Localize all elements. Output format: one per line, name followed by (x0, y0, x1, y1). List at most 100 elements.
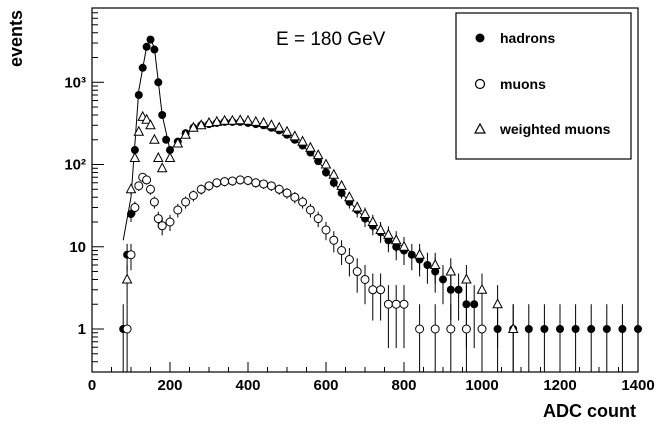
weighted-muon-point (156, 162, 168, 173)
hadron-point (130, 146, 139, 155)
legend-weighted-muons-marker (473, 122, 487, 134)
muon-point (274, 184, 284, 194)
weighted-muon-point (305, 141, 316, 152)
muon-point (305, 205, 315, 215)
y-axis-title: events (6, 10, 26, 67)
muon-point (360, 274, 370, 284)
weighted-muon-point (328, 168, 340, 179)
muon-point (149, 197, 159, 207)
hadron-point (423, 261, 432, 270)
muon-point (399, 299, 409, 309)
energy-annotation: E = 180 GeV (276, 29, 386, 50)
legend-box (455, 12, 632, 160)
axis-layer: 0 200 400 600 800 1000 1200 1400 1 10 10² 10³ (64, 7, 655, 394)
weighted-muon-point (242, 114, 254, 125)
weighted-muon-point (266, 119, 277, 130)
hadron-point (127, 210, 135, 219)
muon-point (430, 324, 440, 334)
weighted-muon-point (133, 125, 145, 136)
weighted-muon-point (145, 119, 156, 130)
weighted-muon-point (390, 234, 402, 245)
hadron-point (337, 189, 346, 198)
legend-muons-label: muons (500, 76, 546, 92)
weighted-muon-point (219, 114, 230, 125)
weighted-muon-point (375, 223, 386, 234)
muon-point (204, 181, 214, 191)
hadron-point (150, 45, 159, 54)
weighted-muon-point (429, 258, 441, 270)
muon-point (290, 192, 300, 202)
hadron-point (439, 275, 447, 284)
muon-point (461, 324, 471, 334)
weighted-muon-point (383, 228, 394, 239)
hadron-point (470, 300, 479, 309)
muon-point (130, 203, 140, 213)
hadron-point (524, 324, 533, 333)
legend-weighted-muons-label: weighted muons (499, 121, 611, 137)
weighted-muon-point (234, 114, 246, 125)
muon-point (415, 324, 425, 334)
y-tick-label: 1 (78, 321, 86, 338)
hadron-point (454, 285, 463, 294)
weighted-muon-point (398, 240, 410, 251)
muon-point (383, 299, 393, 309)
x-tick-label: 1000 (465, 377, 498, 394)
weighted-muon-point (152, 151, 164, 163)
weighted-muon-point (180, 128, 191, 139)
hadron-point (587, 324, 596, 333)
muon-point (313, 214, 323, 224)
weighted-muon-point (125, 183, 137, 194)
legend: hadrons muons weighted muons (455, 12, 632, 160)
weighted-muon-point (203, 116, 215, 127)
muon-point (251, 178, 261, 188)
weighted-muon-point (476, 283, 488, 294)
muon-point (173, 205, 183, 215)
muon-point (282, 188, 292, 198)
y-tick-label: 10² (64, 157, 86, 174)
muon-point (220, 177, 230, 187)
muon-point (122, 324, 132, 334)
muon-point (266, 181, 276, 191)
weighted-muon-point (273, 121, 285, 132)
hadron-point (162, 135, 171, 144)
data-layer (119, 35, 642, 372)
weighted-muon-point (172, 137, 184, 148)
weighted-muon-point (195, 119, 207, 130)
hadron-point (138, 63, 147, 72)
weighted-muon-point (141, 113, 152, 124)
muon-point (368, 285, 378, 295)
x-tick-label: 800 (391, 377, 416, 394)
weighted-muon-point (188, 121, 199, 132)
hadron-point (540, 324, 549, 333)
legend-hadrons-label: hadrons (500, 30, 555, 46)
weighted-muon-point (281, 125, 293, 136)
muon-point (181, 197, 191, 207)
legend-hadrons-marker (475, 33, 485, 43)
weighted-muon-point (359, 207, 371, 219)
weighted-muon-point (258, 116, 269, 127)
weighted-muon-point (507, 322, 519, 333)
muon-point (126, 250, 136, 260)
muon-point (134, 181, 144, 191)
muon-point (146, 184, 155, 194)
muon-point (153, 214, 163, 224)
weighted-muon-point (164, 151, 176, 163)
hadron-point (322, 168, 330, 177)
x-tick-label: 400 (235, 377, 260, 394)
muon-point (165, 217, 175, 227)
weighted-muon-point (445, 265, 457, 276)
weighted-muon-point (121, 273, 133, 284)
hadron-point (407, 250, 416, 259)
hadron-point (329, 178, 338, 187)
weighted-muon-point (414, 248, 425, 259)
weighted-muon-point (461, 273, 472, 284)
weighted-muon-point (312, 149, 324, 160)
weighted-muon-point (149, 133, 160, 144)
hadron-point (154, 78, 163, 87)
muon-point (142, 175, 152, 185)
weighted-muon-point (492, 298, 503, 309)
weighted-muon-point (211, 115, 223, 126)
muon-point (337, 246, 347, 256)
weighted-muon-point (367, 215, 379, 226)
